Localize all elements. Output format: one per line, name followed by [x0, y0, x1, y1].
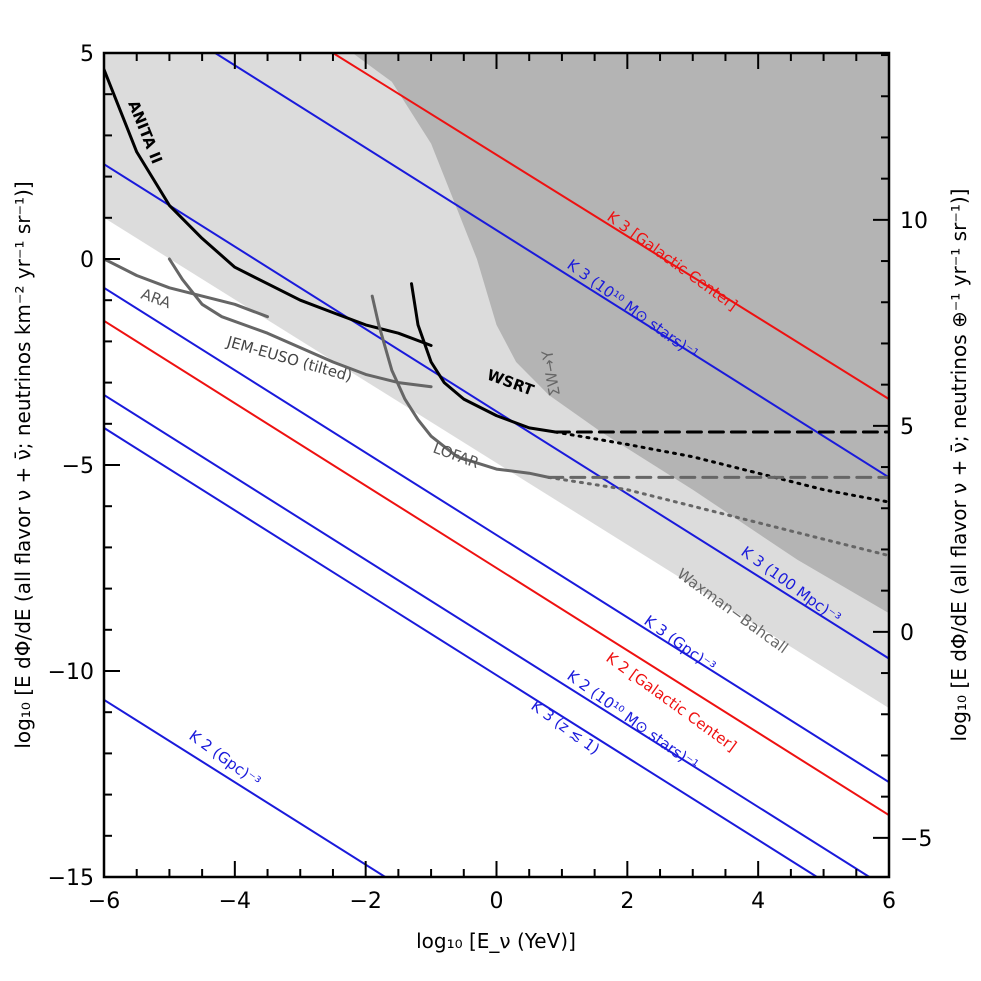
- x-tick-label: 2: [620, 889, 634, 914]
- series-lines: [104, 53, 889, 877]
- shaded-regions: [104, 53, 889, 709]
- x-tick-label: 6: [882, 889, 896, 914]
- x-tick-label: 0: [490, 889, 504, 914]
- y-tick-label-left: −5: [62, 454, 94, 479]
- series-line-5: [104, 394, 871, 877]
- series-line-4: [104, 319, 889, 817]
- y-axis-label-right: log₁₀ [E dΦ/dE (all flavor ν + ν̄; neutr…: [947, 189, 971, 742]
- y-axis-label-left: log₁₀ [E dΦ/dE (all flavor ν + ν̄; neutr…: [11, 181, 35, 748]
- series-line-1: [214, 53, 889, 479]
- y-tick-label-left: −10: [48, 660, 94, 685]
- tick-labels: −6 −4 −2 0 2 4 6 −15 −10 −5 0 5 −5 0 5 10: [48, 42, 933, 914]
- y-tick-label-left: 0: [80, 248, 94, 273]
- series-line-6: [104, 426, 818, 877]
- series-line-0: [332, 53, 889, 401]
- y-tick-label-left: 5: [80, 42, 94, 67]
- series-line-9: [410, 282, 557, 434]
- series-line-7: [104, 698, 387, 877]
- series-line-11: [104, 257, 269, 319]
- x-tick-label: −2: [349, 889, 381, 914]
- tick-marks: [103, 52, 890, 878]
- series-line-10-dotted: [547, 475, 889, 558]
- series-line-3: [104, 286, 889, 784]
- y-tick-label-left: −15: [48, 866, 94, 891]
- axes: −6 −4 −2 0 2 4 6 −15 −10 −5 0 5 −5 0 5 10: [48, 42, 933, 914]
- y-tick-label-right: −5: [900, 827, 932, 852]
- y-tick-label-right: 0: [900, 621, 914, 646]
- label-k3z: K 3 (z ≲ 1): [528, 697, 603, 759]
- series-line-12: [167, 257, 433, 389]
- y-tick-label-right: 5: [900, 415, 914, 440]
- x-axis-label: log₁₀ [E_ν (YeV)]: [416, 929, 576, 953]
- x-tick-label: −6: [88, 889, 120, 914]
- y-tick-label-right: 10: [900, 209, 928, 234]
- dark-shaded-region: [221, 53, 889, 614]
- series-line-10: [370, 294, 551, 479]
- series-line-2: [104, 163, 889, 660]
- series-line-8: [104, 68, 433, 347]
- x-tick-label: 4: [751, 889, 765, 914]
- x-tick-label: −4: [219, 889, 251, 914]
